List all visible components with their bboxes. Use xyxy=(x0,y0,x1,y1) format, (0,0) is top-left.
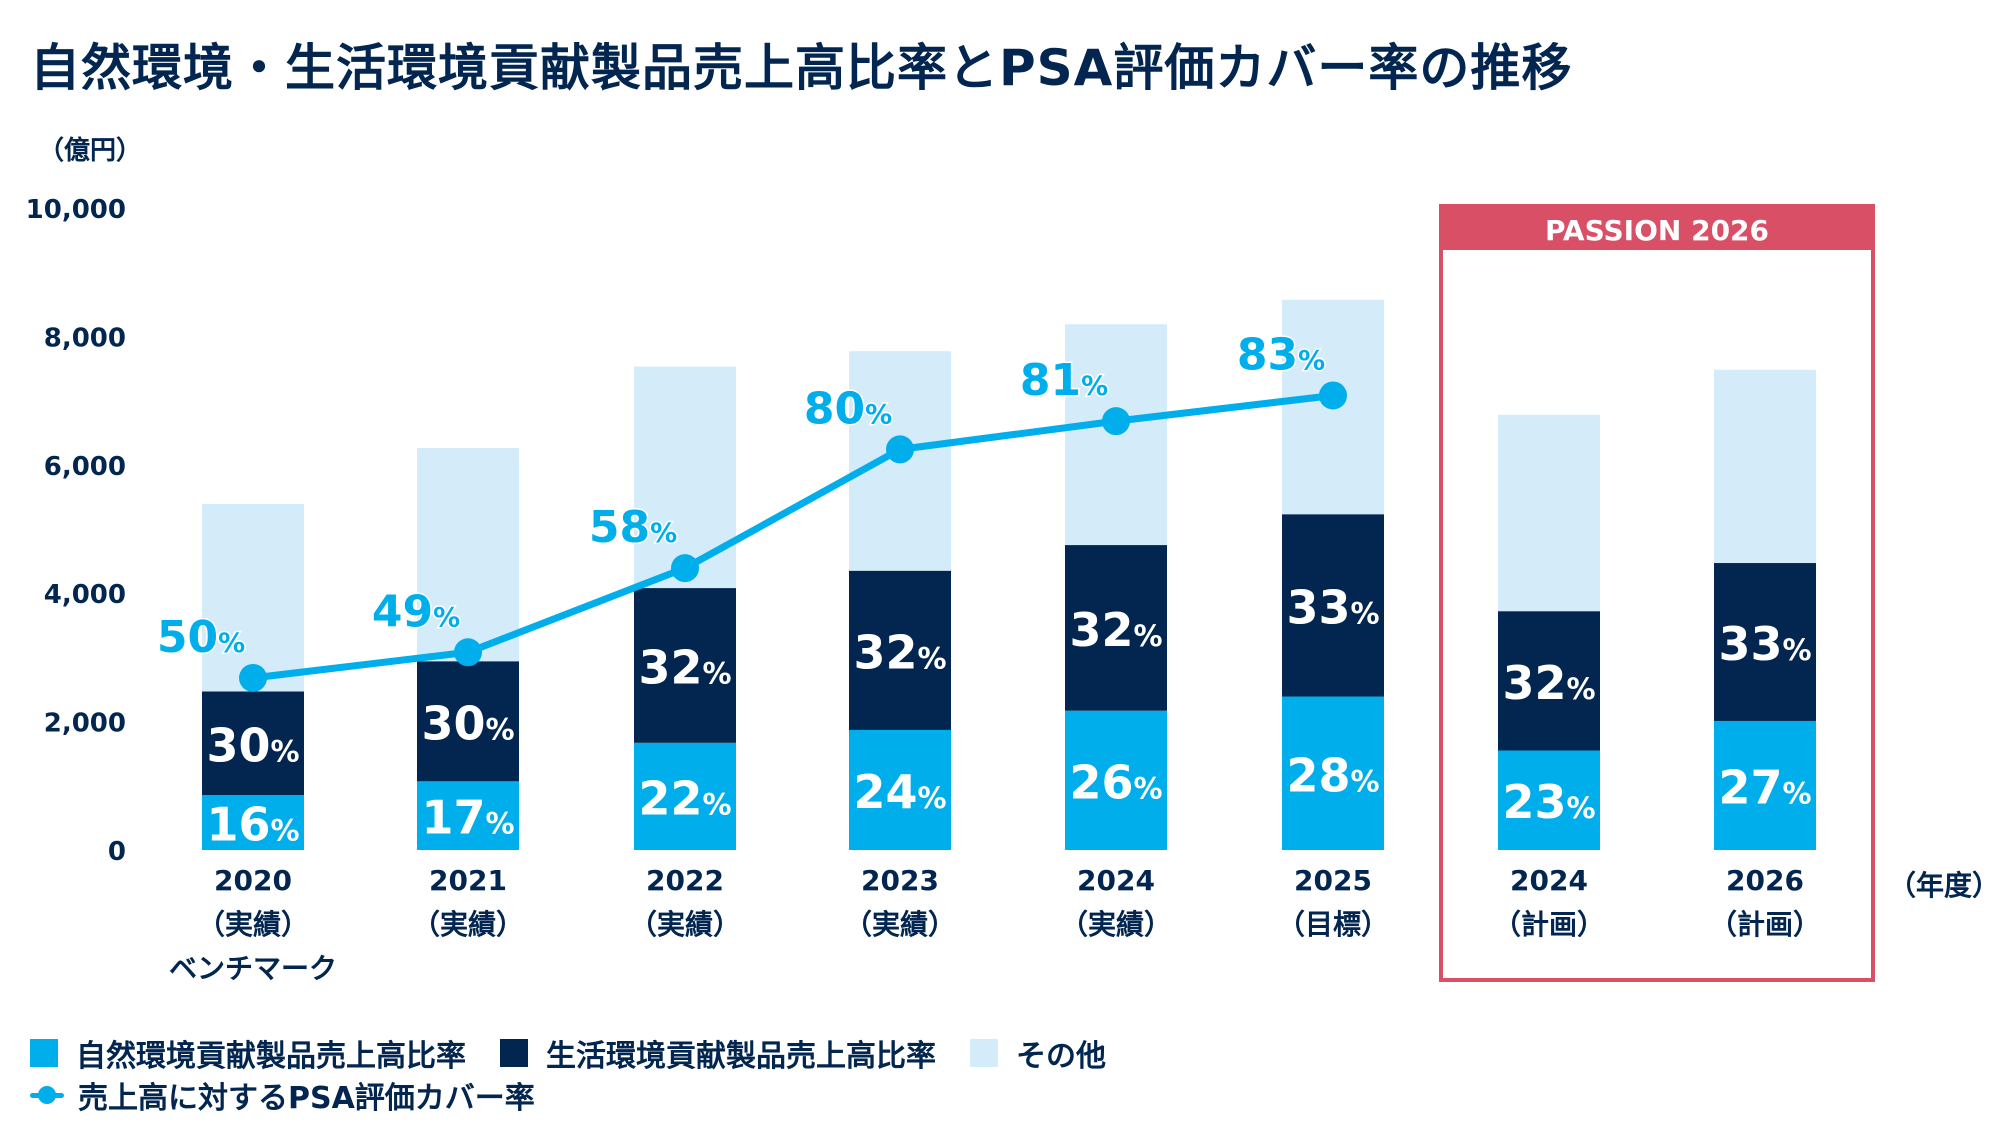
legend: 自然環境貢献製品売上高比率 生活環境貢献製品売上高比率 その他 売上高に対するP… xyxy=(30,1032,1140,1116)
legend-swatch-living xyxy=(500,1039,528,1067)
legend-swatch-natural xyxy=(30,1039,58,1067)
y-axis-unit: （億円） xyxy=(38,136,143,166)
bar-segment-natural xyxy=(634,742,736,850)
x-tick-year: 2020 xyxy=(214,864,292,897)
bar-segment-other xyxy=(1714,369,1816,564)
bar-segment-living xyxy=(1282,514,1384,697)
bar-segment-living xyxy=(1714,563,1816,721)
psa-coverage-point xyxy=(1319,381,1347,410)
bar-data-label: 22% xyxy=(638,771,731,825)
x-tick-year: 2026 xyxy=(1726,864,1804,897)
bar-segment-living xyxy=(202,691,304,796)
bar-data-label: 27% xyxy=(1718,760,1811,814)
bar-data-label: 32% xyxy=(638,640,731,694)
bar-data-label: 16% xyxy=(206,798,299,852)
bar-data-label: 33% xyxy=(1718,617,1811,671)
bar-segment-living xyxy=(634,588,736,743)
chart-title: 自然環境・生活環境貢献製品売上高比率とPSA評価カバー率の推移 xyxy=(30,39,1573,97)
legend-swatch-other xyxy=(970,1039,998,1067)
x-tick-year: 2024 xyxy=(1510,864,1588,897)
psa-coverage-point xyxy=(454,638,482,667)
x-axis-unit: （年度） xyxy=(1888,869,2000,902)
psa-coverage-point xyxy=(886,435,914,464)
bar-segment-natural xyxy=(849,729,951,850)
bar-data-label: 32% xyxy=(853,625,946,679)
psa-coverage-label: 49% xyxy=(372,586,460,637)
bar-segment-natural xyxy=(1714,720,1816,850)
psa-coverage-point xyxy=(671,554,699,583)
x-tick-sub: （実績） xyxy=(197,908,309,941)
bar-data-label: 17% xyxy=(421,791,514,845)
bar-segment-natural xyxy=(1498,750,1600,850)
bar-segment-living xyxy=(417,661,519,782)
x-tick-sub: （実績） xyxy=(1060,908,1172,941)
highlight-box-header xyxy=(1441,206,1873,250)
x-tick-year: 2025 xyxy=(1294,864,1372,897)
x-tick-sub: （目標） xyxy=(1277,908,1389,941)
psa-coverage-label: 81% xyxy=(1020,355,1108,406)
bar-segment-other xyxy=(202,503,304,692)
legend-row-bars: 自然環境貢献製品売上高比率 生活環境貢献製品売上高比率 その他 xyxy=(30,1032,1140,1074)
bar-segment-living xyxy=(1065,545,1167,711)
x-tick-sub: （計画） xyxy=(1709,908,1821,941)
x-tick-sub: （実績） xyxy=(412,908,524,941)
psa-coverage-label: 50% xyxy=(157,612,245,663)
x-tick-year: 2024 xyxy=(1077,864,1155,897)
legend-item-other: その他 xyxy=(970,1031,1106,1075)
bar-data-label: 30% xyxy=(421,696,514,750)
bar-segment-natural xyxy=(417,781,519,850)
bar-segment-living xyxy=(849,570,951,730)
x-tick-year: 2023 xyxy=(861,864,939,897)
psa-coverage-label: 58% xyxy=(589,502,677,553)
bar-data-label: 30% xyxy=(206,718,299,772)
legend-item-living: 生活環境貢献製品売上高比率 xyxy=(500,1031,936,1075)
bar-data-label: 26% xyxy=(1069,755,1162,809)
bar-segment-other xyxy=(1498,414,1600,612)
x-tick-year: 2021 xyxy=(429,864,507,897)
y-tick-label: 8,000 xyxy=(44,323,126,353)
legend-label-psa: 売上高に対するPSA評価カバー率 xyxy=(78,1081,535,1116)
bar-data-label: 33% xyxy=(1286,580,1379,634)
x-tick-sub: （実績） xyxy=(844,908,956,941)
bar-data-label: 32% xyxy=(1502,656,1595,710)
x-tick-sub: （計画） xyxy=(1493,908,1605,941)
bar-segment-other xyxy=(417,448,519,662)
bar-segment-natural xyxy=(1282,696,1384,850)
x-tick-sub: （実績） xyxy=(629,908,741,941)
x-tick-note: ベンチマーク xyxy=(169,952,337,985)
y-tick-label: 0 xyxy=(108,837,126,867)
y-tick-label: 6,000 xyxy=(44,452,126,482)
y-tick-label: 10,000 xyxy=(26,195,126,225)
bar-segment-natural xyxy=(1065,710,1167,850)
bar-segment-living xyxy=(1498,611,1600,751)
bar-segment-natural xyxy=(202,795,304,850)
legend-label-living: 生活環境貢献製品売上高比率 xyxy=(546,1039,936,1074)
legend-label-natural: 自然環境貢献製品売上高比率 xyxy=(76,1039,466,1074)
legend-label-other: その他 xyxy=(1016,1039,1106,1074)
highlight-box-label: PASSION 2026 xyxy=(1545,214,1769,247)
legend-item-natural: 自然環境貢献製品売上高比率 xyxy=(30,1031,466,1075)
psa-coverage-point xyxy=(239,663,267,692)
bar-data-label: 32% xyxy=(1069,603,1162,657)
y-tick-label: 4,000 xyxy=(44,580,126,610)
bar-data-label: 28% xyxy=(1286,748,1379,802)
psa-coverage-label: 83% xyxy=(1237,329,1325,380)
y-tick-label: 2,000 xyxy=(44,709,126,739)
legend-line-marker-icon xyxy=(30,1081,64,1109)
legend-row-line: 売上高に対するPSA評価カバー率 xyxy=(30,1074,1140,1116)
bar-data-label: 23% xyxy=(1502,775,1595,829)
bar-data-label: 24% xyxy=(853,765,946,819)
legend-item-psa: 売上高に対するPSA評価カバー率 xyxy=(30,1073,535,1117)
psa-coverage-point xyxy=(1102,407,1130,436)
x-tick-year: 2022 xyxy=(646,864,724,897)
psa-coverage-label: 80% xyxy=(804,383,892,434)
psa-coverage-line xyxy=(252,391,1334,682)
